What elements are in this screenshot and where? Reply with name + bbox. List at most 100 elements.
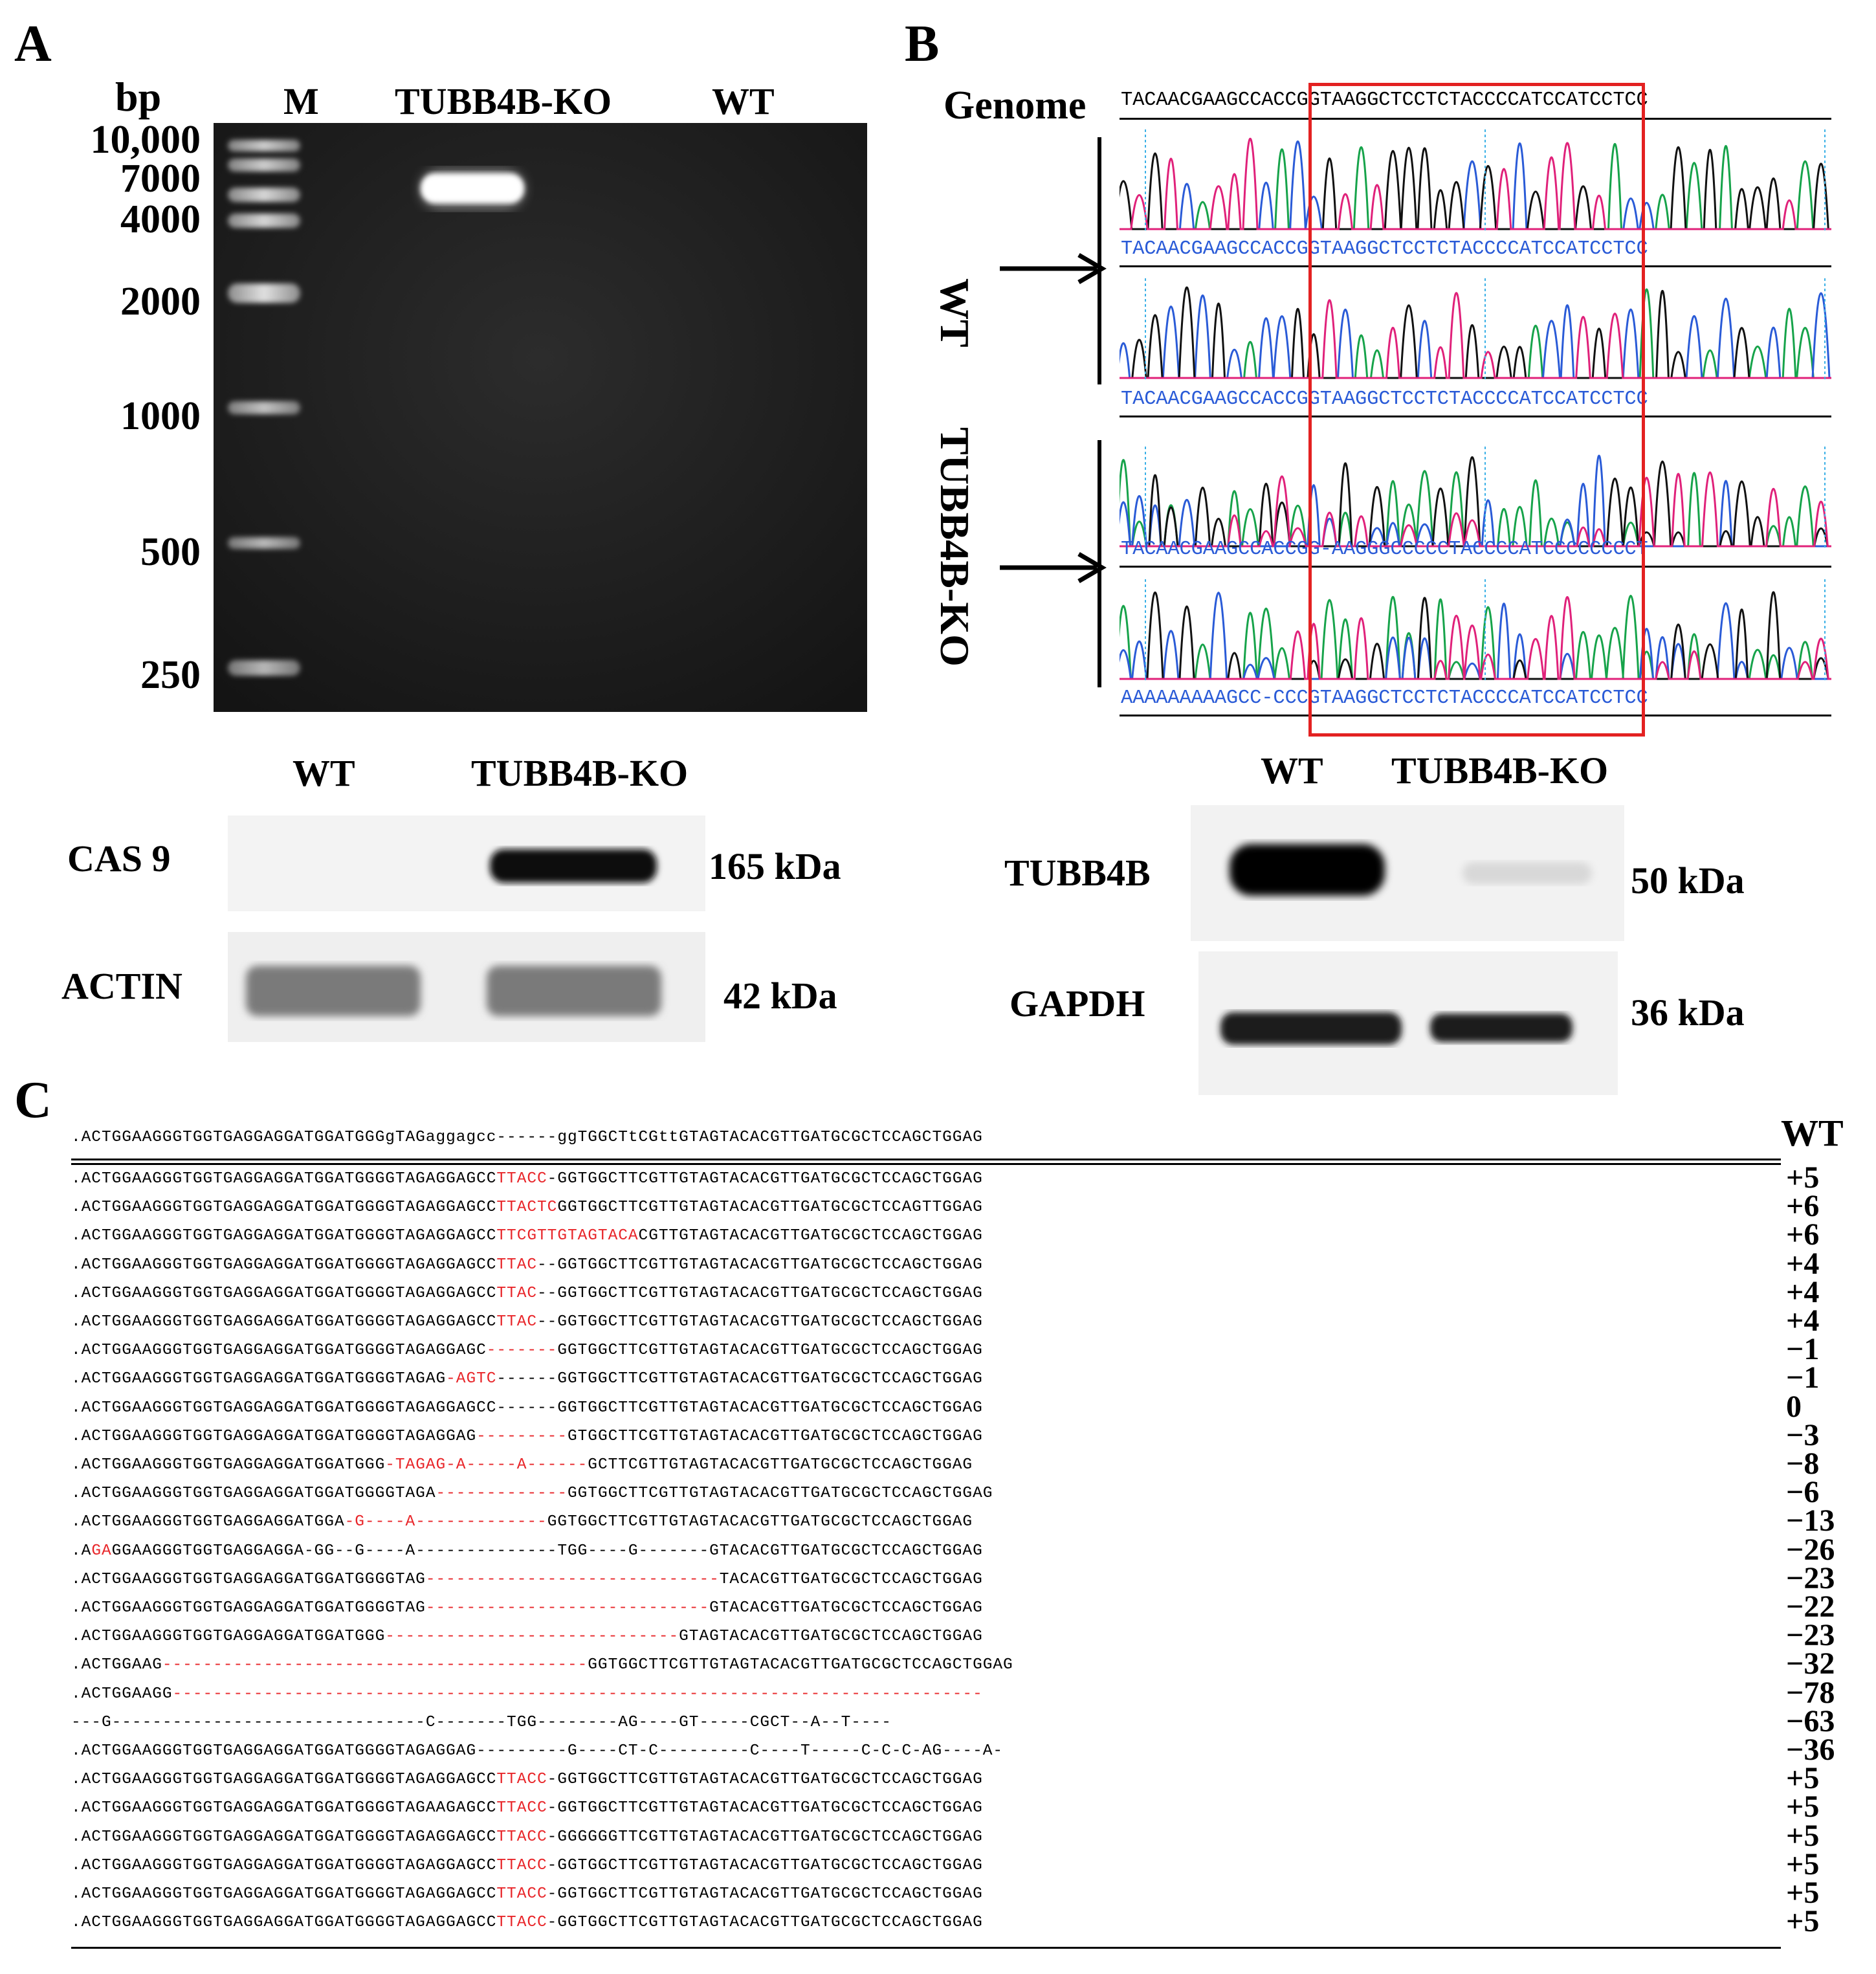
genome-label: Genome — [944, 83, 1087, 128]
sequence-segment: GGAAGGGTGGTGAGGAGGA-GG--G----A----------… — [111, 1542, 983, 1560]
chromatogram-trace — [1120, 579, 1831, 683]
b-blot-header-wt: WT — [1261, 749, 1323, 792]
alignment-row: .ACTGGAAGGGTGGTGAGGAGGATGGATGGG-TAGAG-A-… — [71, 1455, 973, 1476]
sequence-segment: .ACTGGAAGGGTGGTGAGGAGGATGGATGGGGTAGAGGAG… — [71, 1914, 497, 1932]
mutation-segment: TTACTC — [496, 1199, 558, 1217]
alignment-row: .ACTGGAAGGGTGGTGAGGAGGATGGATGGGGTAGAGGAG… — [71, 1169, 983, 1190]
sequence-segment: CGTTGTAGTACACGTTGATGCGCTCCAGCTGGAG — [638, 1227, 983, 1245]
sequence-segment: ------GGTGGCTTCGTTGTAGTACACGTTGATGCGCTCC… — [496, 1370, 983, 1388]
size-marker: 500 — [140, 530, 201, 574]
genome-underline — [1120, 118, 1831, 120]
indel-size-label: −3 — [1786, 1417, 1820, 1452]
mutation-segment: ------------- — [436, 1485, 568, 1503]
alignment-row: .AGAGGAAGGGTGGTGAGGAGGA-GG--G----A------… — [71, 1541, 983, 1562]
indel-size-label: +5 — [1786, 1790, 1820, 1824]
size-marker: 10,000 — [90, 118, 201, 162]
sequence-segment: -GGTGGCTTCGTTGTAGTACACGTTGATGCGCTCCAGCTG… — [547, 1799, 983, 1817]
sequence-segment: GGTGGCTTCGTTGTAGTACACGTTGATGCGCTCCAGCTGG… — [557, 1342, 983, 1360]
trace-line — [1120, 596, 1831, 680]
lane-label-wt: WT — [712, 80, 775, 122]
alignment-row: .ACTGGAAGGGTGGTGAGGAGGATGGATGGGGTAGAGGAG… — [71, 1255, 983, 1276]
trace-sequence: TACAACGAAGCCACCGGTAAGGCTCCTCTACCCCATCCAT… — [1121, 388, 1648, 410]
trace-line — [1120, 459, 1831, 548]
size-marker: 1000 — [120, 394, 201, 438]
sequence-segment: GTACACGTTGATGCGCTCCAGCTGGAG — [709, 1599, 983, 1617]
sequence-segment: -GGTGGCTTCGTTGTAGTACACGTTGATGCGCTCCAGCTG… — [547, 1771, 983, 1789]
mutation-segment: TTAC — [496, 1256, 538, 1274]
trace-sequence: TACAACGAAGCCACCGG-AAGGGCCCCCTACCCCATCCCC… — [1121, 538, 1648, 560]
indel-size-label: +5 — [1786, 1876, 1820, 1910]
indel-size-label: −1 — [1786, 1360, 1820, 1395]
indel-size-label: +6 — [1786, 1217, 1820, 1252]
sequence-segment: --GGTGGCTTCGTTGTAGTACACGTTGATGCGCTCCAGCT… — [537, 1284, 983, 1302]
alignment-row: .ACTGGAAGGGTGGTGAGGAGGATGGATGGGGTAGAGGAG… — [71, 1197, 983, 1218]
agarose-gel — [214, 123, 867, 712]
sequence-segment: ------GGTGGCTTCGTTGTAGTACACGTTGATGCGCTCC… — [496, 1399, 983, 1417]
alignment-row: .ACTGGAAGGGTGGTGAGGAGGATGGATGGGGTAGAAGAG… — [71, 1798, 983, 1819]
mutation-segment: TTAC — [496, 1284, 538, 1302]
alignment-row: .ACTGGAAGGGTGGTGAGGAGGATGGATGGGGTAGA----… — [71, 1483, 993, 1504]
sequence-segment: .ACTGGAAGGGTGGTGAGGAGGATGGATGGG — [71, 1628, 386, 1646]
alignment-row: .ACTGGAAGGGTGGTGAGGAGGATGGATGGG---------… — [71, 1626, 983, 1647]
size-marker: 7000 — [120, 157, 201, 201]
sequence-segment: TACACGTTGATGCGCTCCAGCTGGAG — [719, 1570, 983, 1588]
sequence-segment: .ACTGGAAGGGTGGTGAGGAGGATGGATGGG — [71, 1456, 386, 1474]
trace-underline — [1120, 566, 1831, 568]
indel-size-label: −32 — [1786, 1647, 1835, 1681]
actin-label: ACTIN — [61, 965, 182, 1007]
edit-site-highlight-box — [1308, 83, 1645, 737]
sequence-segment: .ACTGGAAGGGTGGTGAGGAGGATGGATGGGGTAGAGGAG… — [71, 1227, 497, 1245]
sequence-segment: .A — [71, 1542, 92, 1560]
mutation-segment: TTACC — [496, 1170, 547, 1188]
sequence-segment: .ACTGGAAG — [71, 1656, 162, 1674]
actin-size: 42 kDa — [723, 975, 837, 1017]
indel-size-label: +4 — [1786, 1303, 1820, 1338]
mutation-segment: TTACC — [496, 1885, 547, 1903]
a-blot-header-wt: WT — [292, 752, 355, 794]
sequence-segment: .ACTGGAAGGGTGGTGAGGAGGATGGATGGGGTAG — [71, 1599, 426, 1617]
wt-divider — [71, 1163, 1781, 1165]
lane-label-ko: TUBB4B-KO — [395, 80, 612, 122]
sequence-segment: .ACTGGAAGGGTGGTGAGGAGGATGGATGGGGTAGAAGAG… — [71, 1799, 497, 1817]
cas9-blot — [228, 815, 705, 911]
wt-label: WT — [1781, 1112, 1844, 1154]
bp-label: bp — [115, 74, 162, 120]
mutation-segment: ----------------------------- — [425, 1570, 720, 1588]
mutation-segment: TTACC — [496, 1799, 547, 1817]
alignment-row: .ACTGGAAGG------------------------------… — [71, 1684, 983, 1705]
sequence-segment: .ACTGGAAGGGTGGTGAGGAGGATGGATGGGGTAGAG — [71, 1370, 447, 1388]
mutation-segment: TTACC — [496, 1828, 547, 1846]
trace-line — [1120, 292, 1831, 379]
indel-size-label: +6 — [1786, 1189, 1820, 1224]
sequence-segment: .ACTGGAAGGGTGGTGAGGAGGATGGATGGGGTAGAGGAG… — [71, 1170, 497, 1188]
bracket-wt — [1098, 137, 1101, 384]
indel-size-label: −23 — [1786, 1618, 1835, 1653]
indel-size-label: 0 — [1786, 1389, 1802, 1424]
indel-size-label: −36 — [1786, 1733, 1835, 1767]
group-label-wt: WT — [932, 278, 978, 348]
panel-b-letter: B — [905, 16, 940, 72]
arrow-wt — [1000, 252, 1107, 285]
indel-size-label: −6 — [1786, 1475, 1820, 1510]
trace-underline — [1120, 265, 1831, 267]
sequence-segment: -GGGGGGTTCGTTGTAGTACACGTTGATGCGCTCCAGCTG… — [547, 1828, 983, 1846]
sequence-segment: .ACTGGAAGG — [71, 1685, 173, 1703]
sequence-segment: .ACTGGAAGGGTGGTGAGGAGGATGGATGGGGTAGAGGAG… — [71, 1828, 497, 1846]
sequence-segment: --GGTGGCTTCGTTGTAGTACACGTTGATGCGCTCCAGCT… — [537, 1256, 983, 1274]
trace-line — [1120, 454, 1831, 548]
indel-size-label: −22 — [1786, 1590, 1835, 1624]
mutation-segment: -G----A------------- — [344, 1513, 547, 1531]
sequence-segment: --GGTGGCTTCGTTGTAGTACACGTTGATGCGCTCCAGCT… — [537, 1313, 983, 1331]
alignment-row: .ACTGGAAGGGTGGTGAGGAGGATGGATGGGGTAGAGGAG… — [71, 1340, 983, 1361]
trace-line — [1120, 137, 1831, 230]
indel-size-label: +5 — [1786, 1818, 1820, 1853]
mutation-segment: ----------------------------------------… — [162, 1656, 588, 1674]
mutation-segment: TTACC — [496, 1771, 547, 1789]
chromatogram-trace — [1120, 129, 1831, 233]
sequence-segment: .ACTGGAAGGGTGGTGAGGAGGATGGA — [71, 1513, 345, 1531]
sequence-segment: GTGGCTTCGTTGTAGTACACGTTGATGCGCTCCAGCTGGA… — [567, 1427, 983, 1445]
alignment-row: .ACTGGAAGGGTGGTGAGGAGGATGGATGGGGTAGAGGAG… — [71, 1827, 983, 1848]
group-label-ko: TUBB4B-KO — [932, 427, 978, 667]
alignment-row: .ACTGGAAGGGTGGTGAGGAGGATGGATGGGGTAGAGGAG… — [71, 1283, 983, 1304]
indel-size-label: +4 — [1786, 1246, 1820, 1281]
